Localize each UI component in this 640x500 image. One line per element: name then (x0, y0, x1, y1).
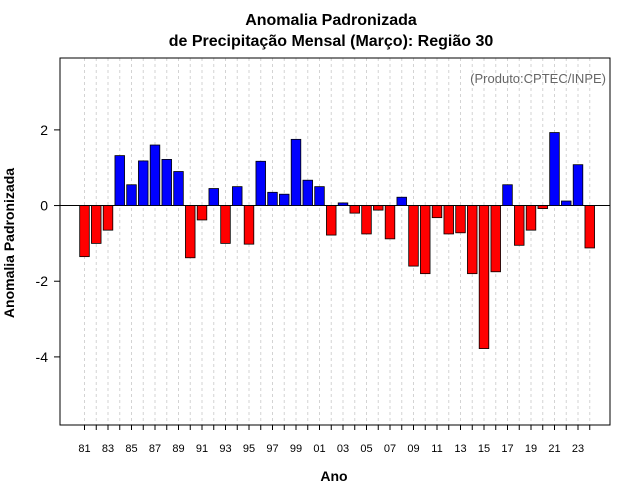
x-tick-label: 81 (78, 443, 90, 455)
bar-2005 (361, 205, 372, 235)
bar-2023 (572, 164, 584, 206)
bar-1986 (138, 160, 149, 206)
bar-1997 (267, 191, 278, 206)
bar-2012 (443, 205, 454, 235)
bar-1999 (290, 138, 302, 206)
bar-2024 (584, 205, 595, 249)
x-tick-label: 89 (172, 443, 184, 455)
bar-2021 (549, 132, 560, 206)
bar-2003 (337, 202, 349, 206)
bar-2006 (373, 205, 384, 211)
bar-2011 (431, 205, 443, 219)
x-tick-label: 97 (266, 443, 278, 455)
x-axis: 81 83 85 87 89 91 93 95 97 99 01 03 05 07 09 11 13 15 17 19… (78, 425, 591, 455)
bar-2009 (408, 205, 419, 267)
bar-2018 (514, 205, 525, 246)
bar-2008 (396, 196, 407, 206)
x-tick-label: 83 (102, 443, 114, 455)
grid-lines (84, 58, 591, 425)
x-tick-label: 09 (407, 443, 419, 455)
bar-1988 (161, 158, 172, 206)
bar-2010 (420, 205, 431, 275)
x-tick-label: 17 (501, 443, 513, 455)
y-tick-label: 2 (40, 122, 48, 138)
x-axis-label: Ano (320, 468, 347, 484)
y-tick-label: -2 (36, 273, 49, 289)
product-credit: (Produto:CPTEC/INPE) (470, 71, 606, 86)
y-axis: -4 -2 0 2 (36, 122, 60, 365)
bar-1993 (220, 205, 231, 244)
bar-2001 (314, 186, 325, 206)
bar-1985 (126, 184, 137, 206)
x-tick-label: 05 (360, 443, 372, 455)
x-tick-label: 11 (431, 443, 442, 455)
bar-1994 (232, 186, 243, 206)
bar-1983 (102, 205, 114, 231)
x-tick-label: 07 (384, 443, 396, 455)
bar-1992 (208, 188, 219, 206)
y-tick-label: 0 (40, 198, 48, 214)
x-tick-label: 23 (572, 443, 584, 455)
plot-frame (59, 57, 611, 426)
x-tick-label: 03 (337, 443, 349, 455)
x-tick-label: 93 (219, 443, 231, 455)
bar-1984 (114, 155, 125, 206)
y-axis-label: Anomalia Padronizada (1, 168, 17, 318)
x-tick-label: 95 (243, 443, 255, 455)
bar-2015 (478, 205, 490, 349)
bars (79, 132, 595, 349)
x-tick-label: 91 (196, 443, 208, 455)
bar-1998 (279, 193, 290, 206)
bar-1990 (185, 205, 196, 259)
bar-1981 (79, 205, 90, 258)
bar-1995 (243, 205, 255, 245)
bar-2013 (455, 205, 466, 234)
x-tick-label: 99 (290, 443, 302, 455)
x-tick-label: 87 (149, 443, 161, 455)
y-tick-label: -4 (36, 349, 49, 365)
chart-title-line-2: de Precipitação Mensal (Março): Região 3… (169, 33, 494, 50)
bar-2002 (326, 205, 337, 236)
x-tick-label: 15 (478, 443, 490, 455)
bar-2019 (525, 205, 537, 231)
bar-2007 (384, 205, 396, 240)
bar-1991 (196, 205, 208, 221)
chart-title-line-1: Anomalia Padronizada (245, 12, 417, 29)
bar-2020 (537, 205, 548, 209)
bar-2016 (490, 205, 501, 273)
bar-2017 (502, 184, 513, 206)
bar-1989 (173, 171, 184, 206)
bar-2000 (302, 179, 313, 206)
bar-1996 (255, 160, 266, 206)
x-tick-label: 19 (525, 443, 537, 455)
x-tick-label: 21 (548, 443, 560, 455)
bar-2004 (349, 205, 360, 214)
bar-1987 (149, 144, 161, 206)
bar-1982 (91, 205, 102, 244)
bar-2022 (561, 200, 572, 206)
x-tick-label: 01 (313, 443, 325, 455)
bar-2014 (467, 205, 478, 275)
x-tick-label: 13 (454, 443, 466, 455)
x-tick-label: 85 (125, 443, 137, 455)
